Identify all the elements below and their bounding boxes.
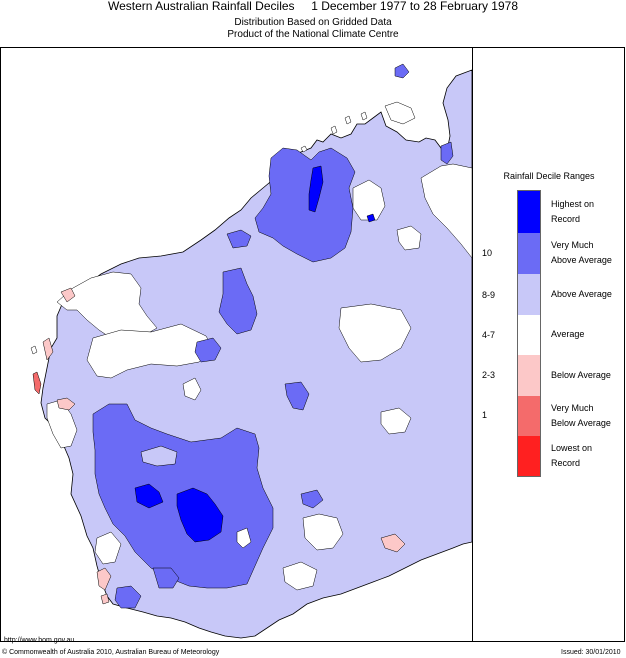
average-area-northwest xyxy=(56,271,158,339)
legend-label-lowest: Lowest on Record xyxy=(551,443,593,468)
decile10-area-northeast-spot xyxy=(440,141,454,165)
legend-swatch-average xyxy=(517,315,541,355)
coastal-islands-houtman xyxy=(30,345,38,355)
map-frame xyxy=(0,47,625,642)
legend-label-below-average: Below Average xyxy=(551,370,611,380)
record-high-area-pilbara xyxy=(308,165,324,213)
average-area-southwest xyxy=(94,531,122,565)
decile10-area-gascoyne xyxy=(218,267,258,335)
record-high-area-central-west xyxy=(134,483,164,509)
decile10-area-pilbara xyxy=(254,147,356,263)
decile10-area-goldfields-east xyxy=(300,489,324,509)
legend-title: Rainfall Decile Ranges xyxy=(503,171,595,181)
legend-swatch-very-much-above xyxy=(517,233,541,274)
coastal-islands-dampier xyxy=(300,145,308,153)
average-area-goldfields xyxy=(302,513,344,551)
legend-label-above-average: Above Average xyxy=(551,289,612,299)
legend-swatch-very-much-below xyxy=(517,396,541,436)
decile10-area-west-pilbara xyxy=(226,229,252,249)
map-title: Western Australian Rainfall Deciles 1 De… xyxy=(108,0,518,13)
average-area-pilbara-north xyxy=(352,179,386,221)
average-area-gascoyne xyxy=(86,323,214,379)
legend-divider xyxy=(472,47,473,642)
decile10-area-central xyxy=(194,337,222,363)
decile10-area-interior-east xyxy=(284,381,310,411)
legend-swatch-above-average xyxy=(517,274,541,315)
footer-copyright: © Commonwealth of Australia 2010, Austra… xyxy=(2,649,220,656)
below-average-area-cape-leeuwin xyxy=(100,593,110,605)
legend-decile-2-3: 2-3 xyxy=(482,370,496,380)
legend-label-average: Average xyxy=(551,329,585,339)
legend-label-very-much-below: Very Much Below Average xyxy=(551,403,611,428)
map-subtitle-product: Product of the National Climate Centre xyxy=(227,29,399,40)
legend-swatch-below-average xyxy=(517,355,541,396)
below-average-area-shark-bay xyxy=(42,337,54,361)
legend-label-very-much-above: Very Much Above Average xyxy=(551,240,612,265)
below-average-area-geraldton xyxy=(56,397,76,411)
average-area-eastern xyxy=(420,163,472,259)
footer-url[interactable]: http://www.bom.gov.au xyxy=(4,637,75,644)
map-subtitle-distribution: Distribution Based on Gridded Data xyxy=(234,17,392,28)
wa-rainfall-map xyxy=(30,63,472,639)
footer-issued-date: Issued: 30/01/2010 xyxy=(561,649,621,656)
decile10-area-south-coast xyxy=(114,585,142,609)
above-average-island xyxy=(140,445,178,467)
average-area-nullarbor xyxy=(380,407,412,435)
decile10-area-kimberley-spot xyxy=(394,63,410,79)
average-area-esperance xyxy=(282,561,318,591)
average-area-pilbara-east xyxy=(396,225,422,251)
average-area-kimberley xyxy=(384,101,416,125)
legend-label-highest: Highest on Record xyxy=(551,199,595,224)
record-high-area-pilbara-spot xyxy=(366,213,376,223)
average-area-great-sandy xyxy=(338,303,412,363)
decile10-area-southeast xyxy=(152,567,180,589)
record-high-area-central xyxy=(176,487,224,543)
below-average-area-south-west xyxy=(96,567,112,591)
legend-decile-10: 10 xyxy=(482,248,493,258)
very-much-below-average-area-perth xyxy=(32,371,42,395)
below-average-area-esperance xyxy=(380,533,406,553)
average-area-interior xyxy=(182,377,202,401)
legend-decile-1: 1 xyxy=(482,410,488,420)
coastal-islands-kimberley xyxy=(330,111,368,135)
legend-swatch-highest-on-record xyxy=(517,190,541,234)
average-island-eastern-murchison xyxy=(236,527,252,549)
legend-decile-4-7: 4-7 xyxy=(482,330,496,340)
legend-decile-8-9: 8-9 xyxy=(482,290,496,300)
legend-swatch-lowest-on-record xyxy=(517,436,541,477)
below-average-area-north-coast xyxy=(60,287,76,303)
